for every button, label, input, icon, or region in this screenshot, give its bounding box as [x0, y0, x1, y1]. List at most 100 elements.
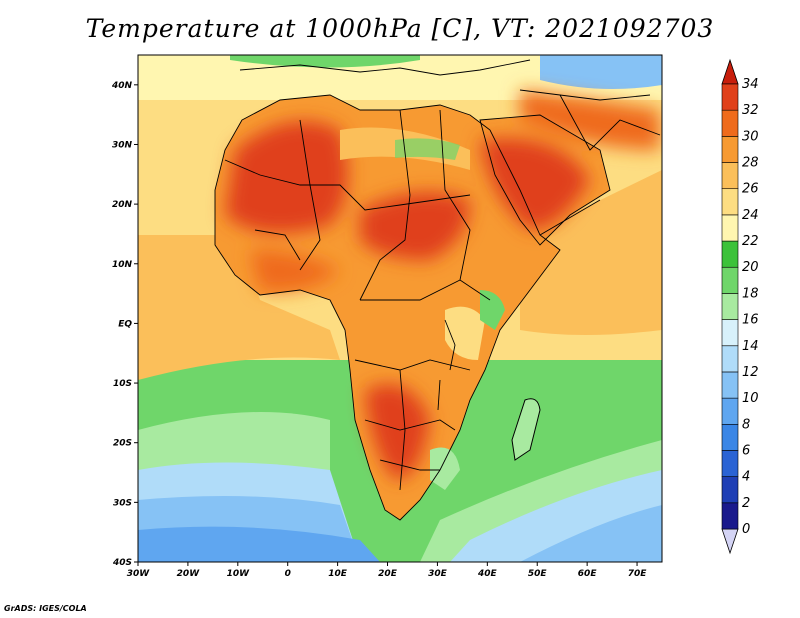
colorbar-bottom-arrow — [721, 528, 739, 555]
y-tick-label: 40N — [111, 81, 133, 91]
y-tick-label: 20N — [112, 200, 133, 210]
lake-malawi — [437, 379, 441, 411]
y-tick-label: 10S — [113, 379, 132, 389]
border-5 — [360, 279, 491, 301]
colorbar-label: 28 — [742, 156, 759, 171]
y-tick-label: 40S — [112, 558, 132, 568]
border-1 — [224, 159, 471, 211]
colorbar-label: 34 — [742, 77, 759, 92]
border-7 — [364, 419, 456, 431]
colorbar-label: 10 — [742, 391, 759, 406]
x-tick-label: 20E — [378, 569, 398, 579]
colorbar-label: 6 — [742, 443, 750, 458]
x-axis-ticks: 30W 20W 10W 0 10E 20E 30E 40E 50E 60E 70E — [127, 562, 647, 579]
colorbar-segment — [721, 214, 739, 242]
y-tick-label: 30N — [112, 140, 133, 150]
y-tick-label: 30S — [113, 498, 132, 508]
country-borders — [214, 59, 661, 521]
border-3 — [359, 109, 411, 301]
colorbar-label: 16 — [742, 313, 759, 328]
border-6 — [354, 359, 471, 371]
colorbar-segment — [721, 266, 739, 294]
colorbar-segment — [721, 83, 739, 111]
mideast-hot — [520, 90, 660, 150]
colorbar-label: 2 — [742, 496, 750, 511]
arabia-hot — [480, 138, 590, 230]
north-blue — [540, 55, 662, 89]
arabia-coast — [479, 114, 611, 246]
colorbar-segment — [721, 240, 739, 268]
border-10 — [254, 229, 301, 261]
y-tick-label: 20S — [113, 439, 132, 449]
madagascar — [511, 398, 541, 461]
border-9 — [399, 369, 406, 491]
colorbar-segment — [721, 502, 739, 530]
chart-title: Temperature at 1000hPa [C], VT: 20210927… — [85, 14, 715, 43]
border-4 — [439, 109, 471, 281]
hot-cores — [225, 90, 660, 480]
x-tick-label: 30W — [127, 569, 151, 579]
colorbar-label: 4 — [742, 470, 750, 485]
colorbar-label: 30 — [742, 129, 759, 144]
colorbar-label: 18 — [742, 286, 759, 301]
colorbar-segment — [721, 319, 739, 347]
x-tick-label: 40E — [477, 569, 498, 579]
temperature-field — [138, 55, 662, 562]
europe-green — [230, 55, 420, 68]
colorbar-top-arrow — [721, 58, 739, 85]
x-tick-label: 30E — [428, 569, 448, 579]
ethiopia-green — [480, 290, 505, 330]
colorbar-label: 24 — [742, 208, 759, 223]
colorbar-segment — [721, 397, 739, 425]
x-tick-label: 70E — [628, 569, 648, 579]
x-tick-label: 10E — [328, 569, 348, 579]
grads-credit: GrADS: IGES/COLA — [4, 604, 87, 613]
egypt-green — [395, 138, 460, 160]
map-frame — [137, 54, 663, 563]
band-blue-e — [520, 505, 662, 562]
lake-victoria — [444, 319, 456, 371]
africa-coast — [214, 94, 561, 521]
x-tick-label: 10W — [227, 569, 251, 579]
colorbar-label: 12 — [742, 365, 759, 380]
ocean-warm-indian — [520, 170, 662, 335]
band-blue2-w — [138, 526, 380, 562]
colorbar-segment — [721, 450, 739, 477]
colorbar-segment — [721, 136, 739, 163]
colorbar-label: 8 — [742, 417, 750, 432]
colorbar-segment — [721, 293, 739, 320]
se-africa-green — [430, 447, 460, 490]
europe-coast — [239, 59, 531, 76]
ocean-warm-atlantic — [138, 235, 340, 380]
kalahari-hot — [365, 384, 430, 480]
colorbar-segment — [721, 188, 739, 216]
colorbar-segment — [721, 423, 739, 451]
colorbar-segment — [721, 476, 739, 504]
border-11 — [539, 199, 601, 236]
colorbar-segment — [721, 345, 739, 373]
border-8 — [379, 459, 440, 471]
westafrica-warm — [250, 250, 340, 291]
colorbar-label: 32 — [742, 103, 759, 118]
colorbar-segment — [721, 371, 739, 399]
sahel-hot — [360, 192, 470, 260]
y-tick-label: EQ — [118, 319, 132, 329]
border-13 — [559, 94, 661, 151]
x-tick-label: 60E — [578, 569, 598, 579]
colorbar-label: 0 — [742, 522, 750, 537]
x-tick-label: 20W — [177, 569, 201, 579]
colorbar-label: 22 — [742, 234, 759, 249]
x-tick-label: 0 — [285, 569, 291, 579]
colorbar-label: 26 — [742, 182, 759, 197]
colorbar-segment — [721, 162, 739, 190]
y-axis-ticks: 40N 30N 20N 10N EQ 10S 20S 30S 40S — [111, 81, 138, 568]
border-2 — [299, 119, 321, 271]
y-tick-label: 10N — [112, 260, 133, 270]
colorbar-label: 20 — [742, 260, 759, 275]
sahara-hot — [225, 121, 348, 233]
x-tick-label: 50E — [528, 569, 548, 579]
colorbar-label: 14 — [742, 339, 759, 354]
border-12 — [519, 89, 651, 101]
